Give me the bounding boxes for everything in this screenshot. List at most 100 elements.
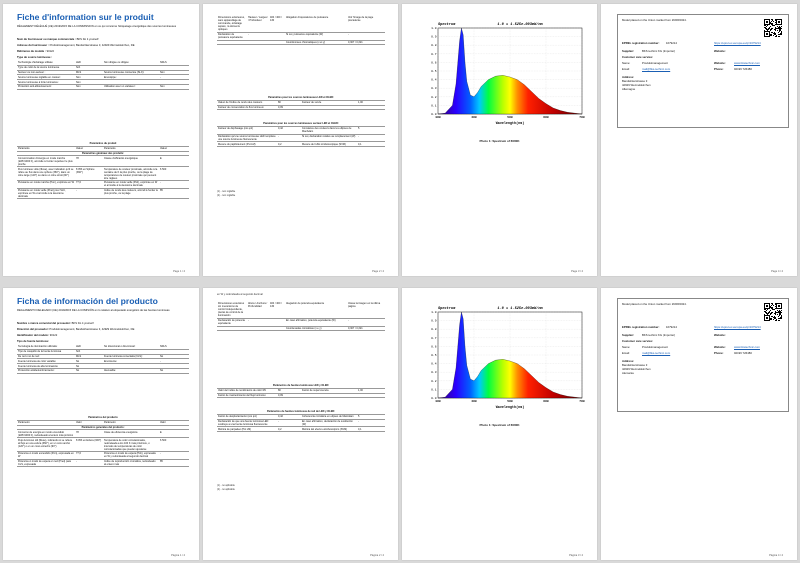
supplier-name: Nombre o marca comercial del proveedor: …	[17, 322, 189, 325]
qr-module	[780, 34, 781, 35]
qr-module	[771, 319, 772, 320]
table-row: Mesure du papillotement (Pst LM) 0,2 Mesur…	[217, 141, 386, 148]
legend-label: Spectrum	[438, 306, 456, 311]
eprel-link[interactable]: https://eprel.ec.europa.eu/qr/1679214	[714, 41, 761, 45]
es-page-1: Ficha de información del producto REGLAM…	[3, 288, 199, 560]
table-cell: No	[159, 368, 189, 374]
fr-page-2: Dimensions extérieures, sans appareillag…	[203, 4, 398, 276]
qr-module	[774, 25, 775, 26]
table-cell	[269, 326, 285, 332]
es-page-3: 0.0 0.1 0.2 0.3 0.4 0.5 0.6 0.7 0.8 0.9 1.0 380 480 5…	[402, 288, 597, 560]
placed-on-market: Model placed on the Union market from 26…	[622, 18, 687, 22]
qr-code-icon[interactable]	[764, 19, 782, 37]
table-row: Flux lumineux utile (Φuse), avec indicat…	[17, 166, 189, 181]
table-cell: -	[347, 32, 385, 41]
table-cell: Coherencia cromática en elipses de MacAd…	[301, 414, 357, 420]
customer-service-label: Customer care service:	[622, 55, 653, 59]
table-cell	[103, 363, 159, 369]
table-cell: Flujo luminoso útil (Φuse), indicando si…	[17, 437, 75, 452]
table-cell: Índice de reproducción cromática, redond…	[103, 459, 159, 468]
qr-module	[776, 312, 777, 313]
footnote: (2) - no aplicable	[217, 488, 235, 491]
table-cell: Factor de supervivencia	[301, 388, 357, 394]
table-cell: En caso afirmativo, declaración de susti…	[301, 419, 357, 428]
table-cell: Déclaration qu'une source lumineuse LED …	[217, 134, 277, 143]
website-link[interactable]: www.bkstechnic.com	[734, 345, 760, 349]
email-link[interactable]: mail@bks-technic.com	[642, 67, 671, 71]
x-tick-label: 480	[471, 400, 477, 403]
dimension-rows: Dimensiones exteriores sin mecanismo de …	[217, 302, 385, 332]
supplier-label: Supplier:	[622, 49, 635, 53]
qr-module	[771, 305, 772, 306]
qr-module	[779, 310, 780, 311]
qr-code-icon[interactable]	[764, 303, 782, 321]
page-number: Página 3 / 4	[569, 554, 583, 557]
qr-module	[777, 314, 778, 315]
table-cell	[103, 349, 159, 355]
qr-module	[776, 28, 777, 29]
table-row: Dimensions extérieures, sans appareillag…	[217, 16, 385, 33]
table-cell: MLS	[75, 354, 103, 360]
website-link[interactable]: www.bkstechnic.com	[734, 61, 760, 65]
model-value: 90122	[49, 334, 58, 337]
table-cell: -	[75, 188, 103, 200]
continued-text: en W y redondeada al segundo decimal	[217, 293, 263, 296]
table-cell: Coordonnées chromatiques (x et y)	[285, 40, 347, 46]
table-cell	[301, 393, 357, 399]
table-cell: LED	[75, 61, 103, 66]
y-tick-label: 0.2	[431, 380, 437, 383]
qr-module	[773, 21, 774, 22]
general-header: Paramètres généraux des produits:	[17, 151, 189, 157]
supplier-name-label: Nombre o marca comercial del proveedor:	[17, 322, 71, 325]
table-cell: -	[159, 451, 190, 460]
table-cell: Constance des couleurs dans les ellipses…	[301, 126, 357, 135]
qr-module	[780, 318, 781, 319]
params-table: Paramètres du produit Paramètre Valeur P…	[17, 142, 189, 200]
led-header: Parámetros de fuentes luminosas LED y OL…	[217, 384, 386, 389]
mains-header: Parámetros de fuentes luminosas de red d…	[217, 410, 386, 415]
table-cell: Non	[159, 84, 189, 90]
qr-module	[778, 318, 779, 319]
qr-module	[764, 25, 765, 26]
table-cell: -	[159, 180, 189, 189]
supplier-name-value: BKS Do it yourself	[71, 322, 94, 325]
address-label: Address:	[622, 75, 635, 79]
table-cell: No	[159, 354, 189, 360]
page-number: Page 4 / 4	[771, 270, 783, 273]
table-cell: Voir l'image de la page précédente	[347, 16, 385, 33]
qr-module	[778, 305, 780, 307]
col-header: Valor	[159, 420, 190, 426]
email-link[interactable]: mail@bks-technic.com	[642, 351, 671, 355]
website-label: Website:	[714, 345, 726, 349]
table-row: De red o no de red: MLS Fuente luminosa co…	[17, 354, 189, 360]
qr-module	[775, 27, 776, 28]
table-row: Coordenadas cromáticas (x e y) 0,307 / 0,…	[217, 326, 385, 332]
table-cell	[103, 65, 159, 71]
table-cell: Facteur de survie	[301, 100, 357, 106]
qr-module	[779, 320, 780, 321]
eprel-link[interactable]: https://eprel.ec.europa.eu/qr/1679214	[714, 325, 761, 329]
page-number: Página 1 / 4	[171, 554, 185, 557]
customer-service-label: Customer care service:	[622, 339, 653, 343]
eprel-value: 1679214	[666, 41, 677, 45]
qr-module	[772, 304, 773, 305]
qr-module	[771, 35, 772, 36]
table-cell: 5	[357, 414, 386, 420]
y-tick-label: 0.9	[431, 320, 437, 323]
table-cell: Classe d'efficacité énergétique	[103, 155, 159, 168]
qr-module	[766, 305, 768, 307]
table-cell: Déclaration de puissance équivalente	[217, 32, 247, 41]
qr-module	[775, 34, 776, 35]
table-cell	[357, 105, 386, 111]
page-number: Page 2 / 4	[372, 270, 384, 273]
email-label: Email:	[622, 351, 630, 355]
chart-title: 1.0 = 1.525e-003mW/nm	[497, 22, 543, 27]
table-cell: 80	[277, 388, 301, 394]
qr-module	[781, 317, 782, 318]
website-label: Website:	[714, 49, 726, 53]
model-reference: Référence du modèle : 90122	[17, 50, 189, 53]
supplier-name: Nom du fournisseur ou marque commerciale…	[17, 38, 189, 41]
qr-module	[779, 36, 780, 37]
qr-module	[770, 314, 771, 315]
qr-module	[777, 310, 778, 311]
